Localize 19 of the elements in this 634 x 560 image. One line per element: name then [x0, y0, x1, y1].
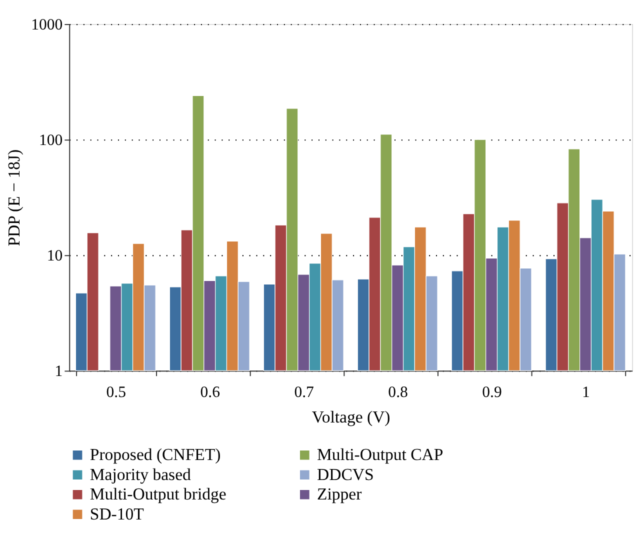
x-tick-label: 0.7	[294, 384, 314, 401]
legend-label: SD-10T	[90, 504, 144, 524]
legend-label: Multi-Output CAP	[317, 445, 444, 464]
legend-label: Multi-Output bridge	[90, 484, 226, 504]
legend-label: Zipper	[317, 484, 362, 504]
x-tick-label: 0.9	[482, 384, 502, 401]
y-axis-title: PDP (E − 18J)	[4, 149, 24, 246]
y-tick-label: 100	[39, 132, 63, 150]
y-tick-label: 1000	[31, 16, 63, 34]
x-tick-label: 0.5	[106, 384, 126, 401]
x-tick-label: 0.6	[200, 384, 220, 401]
x-axis-title: Voltage (V)	[312, 408, 390, 427]
y-tick-label: 10	[46, 248, 63, 265]
x-tick-label: 1	[582, 384, 590, 401]
y-tick-label: 1	[54, 363, 63, 380]
x-tick-label: 0.8	[388, 384, 408, 401]
legend-label: Majority based	[90, 464, 192, 484]
legend-label: DDCVS	[317, 464, 374, 484]
legend-label: Proposed (CNFET)	[90, 445, 221, 464]
